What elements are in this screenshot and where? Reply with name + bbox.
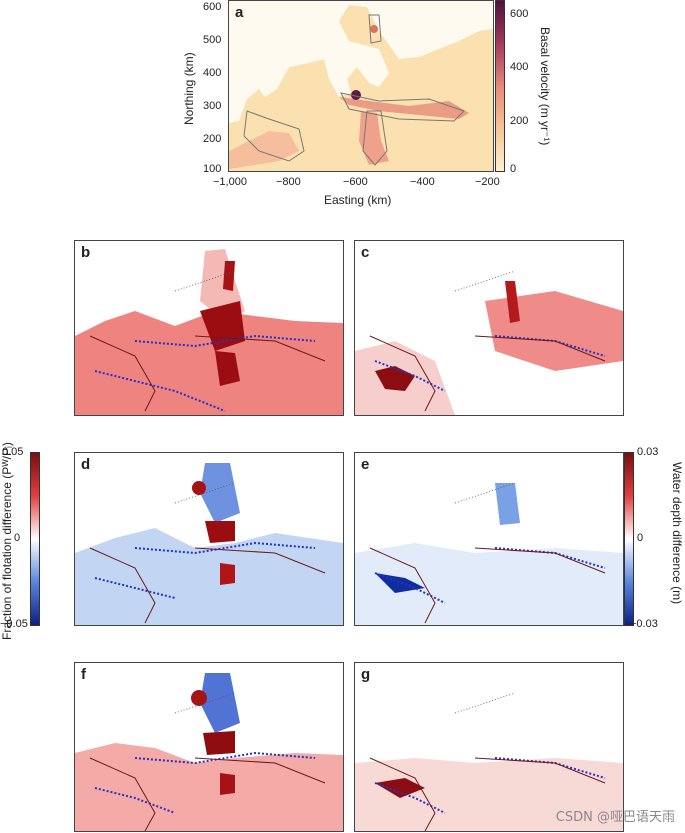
panel-c-map: c [354,240,624,416]
panel-g-label: g [361,666,371,683]
cbar-a-tick-200: 200 [510,115,529,127]
panel-b-field [75,241,343,415]
panel-g-map: g [354,662,624,832]
csdn-watermark: CSDN @哑巴语天雨 [555,810,675,825]
panel-g-field [355,663,623,831]
basal-velocity-map [229,1,493,171]
cbar-a-tick-0: 0 [510,163,517,175]
y-tick-500: 500 [203,34,222,46]
right-cbar-tick-top: 0.03 [637,446,659,458]
left-cbar-tick-top: 0.05 [2,446,24,458]
panel-b-map: b [74,240,344,416]
panel-a-map: a [228,0,494,172]
panel-e-label: e [361,456,370,473]
panel-e-map: e [354,452,624,626]
left-cbar-tick-zero: 0 [14,532,21,544]
panel-f-label: f [81,666,86,683]
panel-d-label: d [81,456,91,473]
x-tick-800: −800 [276,176,301,188]
panel-f-field [75,663,343,831]
basal-velocity-colorbar [495,0,505,172]
y-tick-200: 200 [203,133,222,145]
flotation-difference-colorbar [30,452,40,626]
panel-f-map: f [74,662,344,832]
panel-b-label: b [81,244,91,261]
left-colorbar-label: Fraction of flotation difference (Pᵂ/Pᵢ) [0,442,14,640]
panel-d-field [75,453,343,625]
x-tick-400: −400 [410,176,435,188]
y-tick-300: 300 [203,100,222,112]
cbar-a-tick-600: 600 [510,8,529,20]
water-depth-colorbar [624,452,634,626]
y-tick-600: 600 [203,1,222,13]
left-cbar-tick-bottom: −0.05 [0,618,28,630]
y-tick-100: 100 [203,163,222,175]
x-tick-1000: −1,000 [213,176,247,188]
y-tick-400: 400 [203,67,222,79]
right-cbar-tick-bottom: −0.03 [630,618,658,630]
panel-a-ylabel: Northing (km) [182,52,196,125]
panel-e-field [355,453,623,625]
panel-d-map: d [74,452,344,626]
right-cbar-tick-zero: 0 [637,532,644,544]
panel-c-field [355,241,623,415]
cbar-a-tick-400: 400 [510,61,529,73]
x-tick-600: −600 [343,176,368,188]
panel-a-xlabel: Easting (km) [324,193,392,207]
right-colorbar-label: Water depth difference (m) [670,462,684,605]
panel-a-label: a [235,4,244,21]
x-tick-200: −200 [475,176,500,188]
panel-a-colorbar-label: Basal velocity (m yr⁻¹) [538,27,552,146]
panel-c-label: c [361,244,370,261]
